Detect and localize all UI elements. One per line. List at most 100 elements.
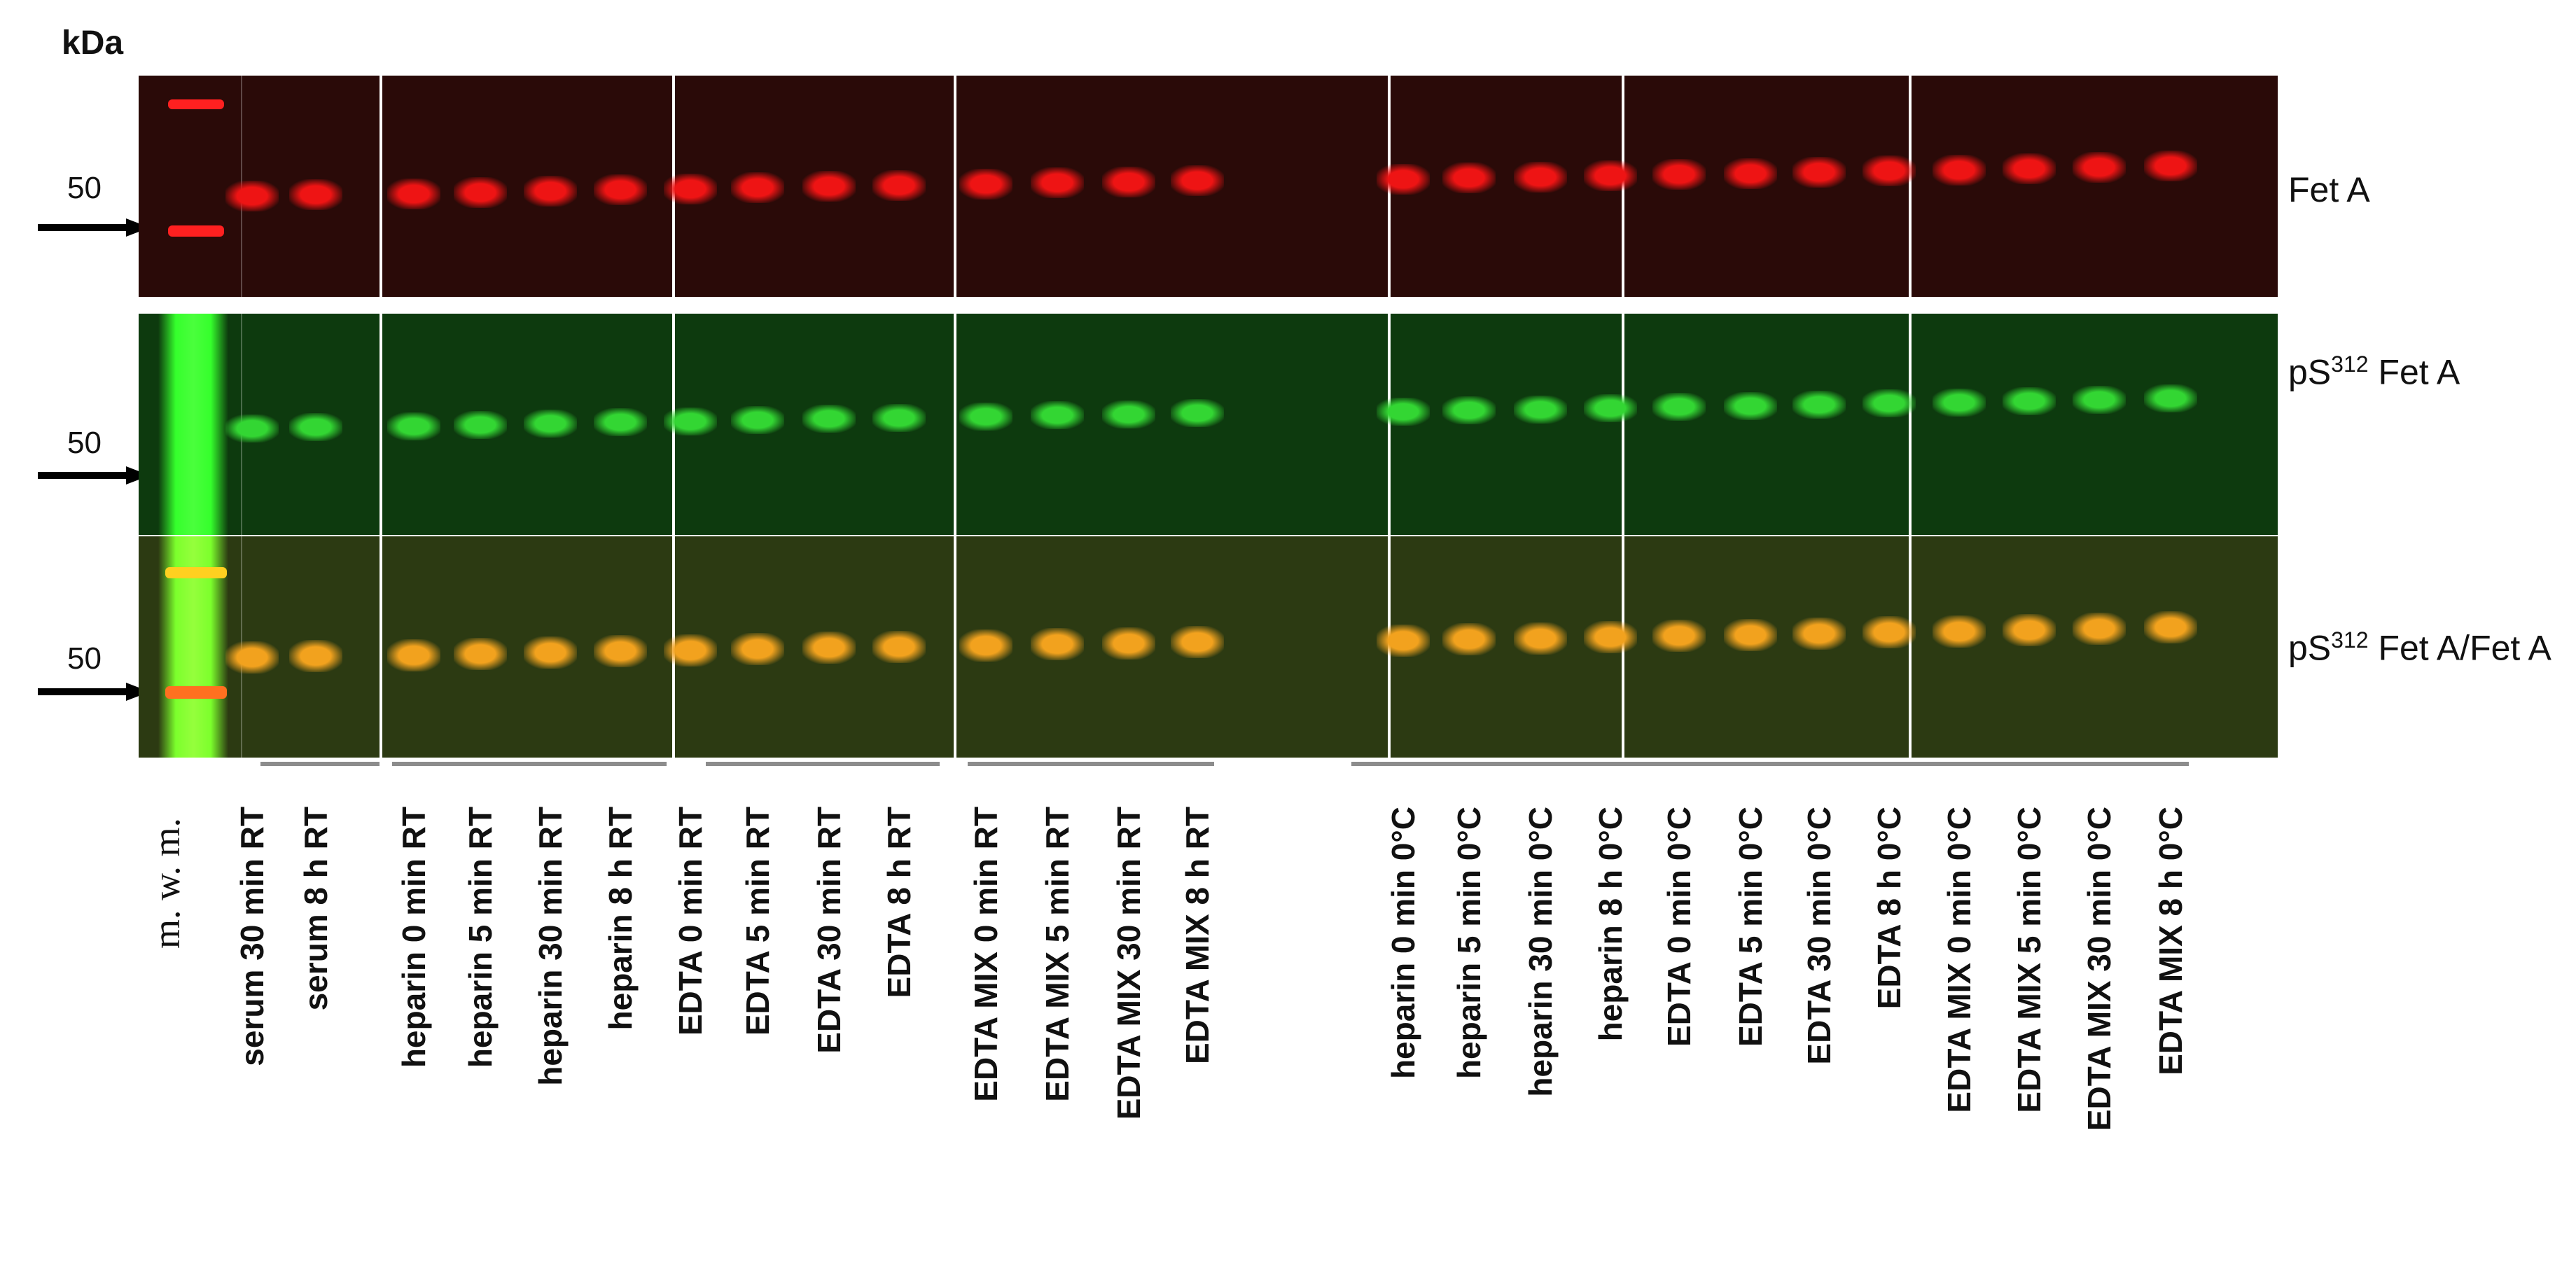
band-merge-2 — [289, 640, 342, 672]
band-fet-6 — [594, 174, 647, 205]
lane-label: heparin 5 min RT — [459, 807, 501, 1199]
ladder-band-upper — [165, 567, 227, 578]
band-ps-16 — [1442, 396, 1496, 424]
band-fet-21 — [1792, 157, 1846, 188]
band-fet-25 — [2073, 152, 2126, 183]
lane-label: EDTA 8 h RT — [878, 807, 920, 1199]
marker-arrow-bottom — [38, 683, 150, 701]
band-merge-24 — [2003, 614, 2056, 646]
lane-label: serum 8 h RT — [295, 807, 337, 1199]
band-fet-16 — [1442, 162, 1496, 193]
band-merge-5 — [524, 636, 577, 669]
band-ps-10 — [872, 404, 926, 432]
lane-label: EDTA MIX 30 min RT — [1108, 807, 1150, 1199]
band-ps-20 — [1724, 392, 1777, 420]
panel-label-ps312-fet-a-merge: pS312 Fet A/Fet A — [2288, 627, 2551, 669]
band-fet-10 — [872, 170, 926, 201]
ladder-lane-ps — [158, 314, 228, 535]
lane-label: serum 30 min RT — [231, 807, 273, 1199]
band-merge-7 — [664, 634, 717, 667]
band-merge-20 — [1724, 619, 1777, 651]
group-underline-serum — [260, 762, 380, 766]
band-merge-26 — [2144, 611, 2197, 643]
band-merge-6 — [594, 635, 647, 667]
ladder-lane-merge — [158, 536, 228, 758]
band-merge-3 — [387, 639, 440, 671]
band-ps-11 — [959, 403, 1012, 431]
band-merge-1 — [225, 641, 279, 674]
lane-divider-merge-3 — [954, 536, 956, 758]
lane-label: EDTA 5 min 0°C — [1729, 807, 1771, 1199]
band-merge-9 — [802, 632, 856, 664]
band-ps-25 — [2073, 386, 2126, 414]
band-fet-19 — [1652, 159, 1706, 190]
band-fet-14 — [1171, 165, 1224, 196]
band-fet-11 — [959, 169, 1012, 200]
group-underline-heparin-rt — [392, 762, 667, 766]
band-ps-18 — [1584, 394, 1637, 422]
group-underline-edta-rt — [706, 762, 940, 766]
lane-divider-ps-5 — [1622, 314, 1624, 535]
lane-label: EDTA MIX 0 min RT — [965, 807, 1007, 1199]
lane-divider-merge-1 — [380, 536, 382, 758]
band-merge-15 — [1377, 625, 1430, 657]
lane-label: EDTA 30 min 0°C — [1798, 807, 1840, 1199]
band-ps-1 — [225, 414, 279, 443]
panel-label-ps312-fet-a: pS312 Fet A — [2288, 351, 2460, 393]
band-merge-16 — [1442, 623, 1496, 655]
band-merge-25 — [2073, 613, 2126, 645]
marker-50-label-bottom: 50 — [67, 641, 102, 676]
band-merge-17 — [1514, 622, 1567, 655]
band-merge-23 — [1933, 615, 1986, 648]
lane-label: EDTA MIX 0 min 0°C — [1938, 807, 1980, 1199]
band-ps-8 — [731, 406, 784, 434]
band-fet-17 — [1514, 162, 1567, 193]
band-fet-1 — [225, 181, 279, 211]
marker-arrow-top — [38, 218, 150, 237]
band-fet-13 — [1102, 167, 1155, 197]
band-ps-26 — [2144, 384, 2197, 412]
marker-arrow-middle — [38, 466, 150, 485]
lane-label: EDTA 0 min 0°C — [1658, 807, 1700, 1199]
lane-label: heparin 5 min 0°C — [1448, 807, 1490, 1199]
band-fet-5 — [524, 176, 577, 207]
band-ps-17 — [1514, 396, 1567, 424]
lane-label: EDTA MIX 5 min 0°C — [2008, 807, 2050, 1199]
blot-panel-fet-a — [139, 76, 2278, 297]
band-merge-19 — [1652, 620, 1706, 652]
lane-divider-ps-6 — [1909, 314, 1912, 535]
lane-divider-fet-1 — [380, 76, 382, 297]
lane-label: heparin 0 min 0°C — [1382, 807, 1424, 1199]
lane-label: heparin 0 min RT — [393, 807, 435, 1199]
band-merge-14 — [1171, 626, 1224, 658]
band-fet-12 — [1031, 167, 1084, 198]
marker-50-label-top: 50 — [67, 171, 102, 206]
lane-label: EDTA MIX 8 h 0°C — [2150, 807, 2192, 1199]
band-fet-24 — [2003, 153, 2056, 184]
blot-panel-merge — [139, 536, 2278, 758]
band-merge-12 — [1031, 628, 1084, 660]
band-merge-10 — [872, 631, 926, 663]
lane-label: heparin 8 h 0°C — [1589, 807, 1631, 1199]
band-fet-20 — [1724, 158, 1777, 189]
ladder-lane-fet — [158, 76, 228, 297]
band-merge-8 — [731, 633, 784, 665]
band-ps-9 — [802, 405, 856, 433]
lane-label: heparin 8 h RT — [599, 807, 641, 1199]
lane-divider-fet-6 — [1909, 76, 1912, 297]
lane-label: EDTA MIX 8 h RT — [1176, 807, 1218, 1199]
lane-label: heparin 30 min RT — [529, 807, 571, 1199]
lane-divider-ps-3 — [954, 314, 956, 535]
blot-panel-ps312-fet-a — [139, 314, 2278, 535]
lane-label: EDTA 0 min RT — [669, 807, 711, 1199]
band-ps-5 — [524, 410, 577, 438]
band-ps-19 — [1652, 393, 1706, 421]
ladder-band-50 — [165, 686, 227, 699]
band-ps-7 — [664, 407, 717, 436]
lane-label: EDTA 5 min RT — [737, 807, 779, 1199]
lane-label: EDTA MIX 5 min RT — [1036, 807, 1078, 1199]
band-fet-23 — [1933, 155, 1986, 186]
band-ps-6 — [594, 408, 647, 436]
band-ps-13 — [1102, 400, 1155, 429]
group-underline-edta-mix-rt — [968, 762, 1214, 766]
